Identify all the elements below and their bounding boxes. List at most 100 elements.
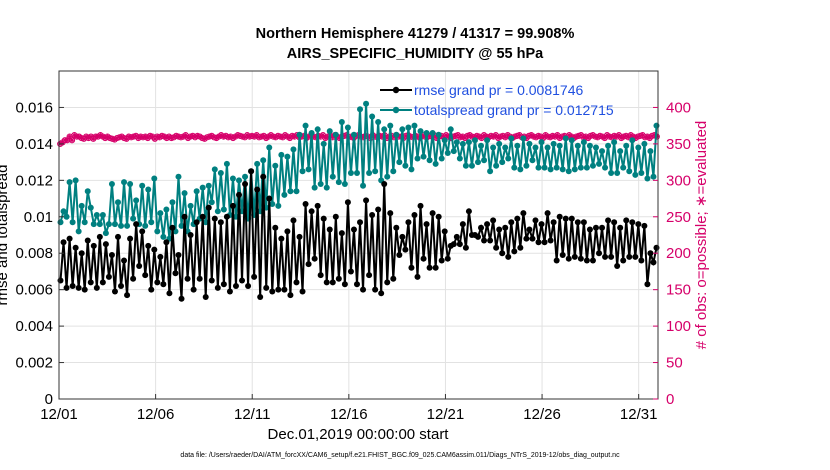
obs-evaluated-point	[497, 134, 504, 140]
totalspread-point	[390, 168, 397, 175]
totalspread-point	[456, 155, 463, 162]
rmse-point	[229, 202, 236, 209]
x-tick-label: 12/31	[620, 406, 658, 423]
rmse-point	[420, 255, 427, 262]
totalspread-point	[87, 204, 94, 211]
obs-evaluated-point	[336, 135, 343, 141]
obs-evaluated-point	[289, 133, 295, 139]
totalspread-line	[59, 103, 658, 239]
rmse-point	[245, 283, 252, 290]
obs-evaluated-point	[628, 132, 634, 138]
rmse-point	[568, 215, 575, 222]
totalspread-point	[308, 129, 315, 136]
obs-evaluated-point	[230, 135, 236, 141]
obs-evaluated-point	[325, 134, 331, 140]
totalspread-point	[181, 190, 188, 197]
obs-evaluated-point	[88, 134, 94, 140]
rmse-point	[453, 233, 460, 240]
totalspread-point	[611, 139, 618, 146]
totalspread-point	[127, 180, 134, 187]
rmse-point	[196, 275, 203, 282]
totalspread-point	[414, 155, 421, 162]
totalspread-point	[453, 139, 460, 146]
rmse-point	[363, 197, 370, 204]
rmse-point	[78, 250, 85, 257]
obs-evaluated-point	[576, 133, 582, 139]
rmse-point	[429, 210, 436, 217]
obs-evaluated-point	[528, 132, 534, 138]
rmse-point	[317, 272, 324, 279]
obs-evaluated-point	[59, 139, 66, 146]
obs-evaluated-point	[104, 134, 111, 140]
obs-evaluated-point	[251, 134, 257, 140]
obs-evaluated-point	[604, 132, 610, 138]
obs-evaluated-point	[526, 133, 532, 139]
rmse-point	[320, 215, 327, 222]
obs-evaluated-point	[282, 132, 288, 138]
totalspread-point	[114, 199, 121, 206]
obs-evaluated-point	[545, 134, 551, 140]
obs-evaluated-point	[119, 134, 125, 140]
totalspread-point	[541, 164, 548, 171]
totalspread-point	[272, 162, 279, 169]
rmse-point	[459, 221, 466, 228]
totalspread-point	[217, 170, 224, 177]
obs-evaluated-point	[462, 135, 468, 141]
rmse-point	[629, 219, 636, 226]
legend-label-rmse: rmse grand pr = 0.0081746	[414, 82, 583, 98]
totalspread-point	[66, 179, 73, 186]
totalspread-point	[363, 100, 370, 107]
rmse-point	[490, 217, 497, 224]
rmse-point	[617, 224, 624, 231]
obs-evaluated-point	[123, 136, 130, 142]
totalspread-point	[417, 128, 424, 135]
obs-evaluated-point	[540, 135, 546, 141]
rmse-point	[263, 284, 270, 291]
obs-evaluated-point	[341, 133, 347, 139]
totalspread-point	[193, 188, 200, 195]
rmse-point	[69, 283, 76, 290]
totalspread-point	[130, 215, 137, 222]
obs-evaluated-point	[348, 134, 354, 140]
y-tick-label: 0.014	[15, 136, 53, 153]
rmse-point	[323, 279, 330, 286]
totalspread-point	[544, 144, 551, 151]
obs-evaluated-point	[493, 132, 499, 138]
rmse-point	[239, 277, 246, 284]
totalspread-point	[148, 219, 155, 226]
rmse-point	[538, 221, 545, 228]
legend: rmse grand pr = 0.0081746 totalspread gr…	[380, 82, 614, 118]
obs-evaluated-point	[595, 134, 601, 140]
totalspread-point	[514, 142, 521, 149]
rmse-point	[583, 257, 590, 264]
obs-evaluated-point	[419, 132, 426, 138]
rmse-point	[647, 250, 654, 257]
totalspread-point	[381, 126, 388, 133]
rmse-point	[562, 215, 569, 222]
rmse-point	[529, 235, 536, 242]
totalspread-point	[405, 124, 412, 131]
totalspread-point	[635, 144, 642, 151]
obs-evaluated-point	[599, 134, 605, 140]
totalspread-point	[269, 201, 276, 208]
rmse-point	[111, 288, 118, 295]
obs-evaluated-point	[384, 135, 390, 141]
obs-evaluated-point	[535, 133, 542, 139]
rmse-point	[408, 264, 415, 271]
obs-evaluated-point	[460, 134, 466, 140]
y2-tick-label: 350	[666, 136, 691, 153]
totalspread-point	[426, 157, 433, 164]
totalspread-point	[317, 180, 324, 187]
rmse-point	[499, 250, 506, 257]
totalspread-point	[278, 151, 285, 158]
totalspread-point	[108, 180, 115, 187]
rmse-point	[438, 257, 445, 264]
totalspread-point	[387, 122, 394, 129]
obs-evaluated-point	[183, 132, 189, 138]
totalspread-point	[81, 219, 88, 226]
rmse-point	[641, 222, 648, 229]
rmse-point	[565, 255, 572, 262]
obs-evaluated-point	[138, 134, 144, 140]
totalspread-point	[205, 182, 212, 189]
y-tick-label: 0.002	[15, 355, 53, 372]
